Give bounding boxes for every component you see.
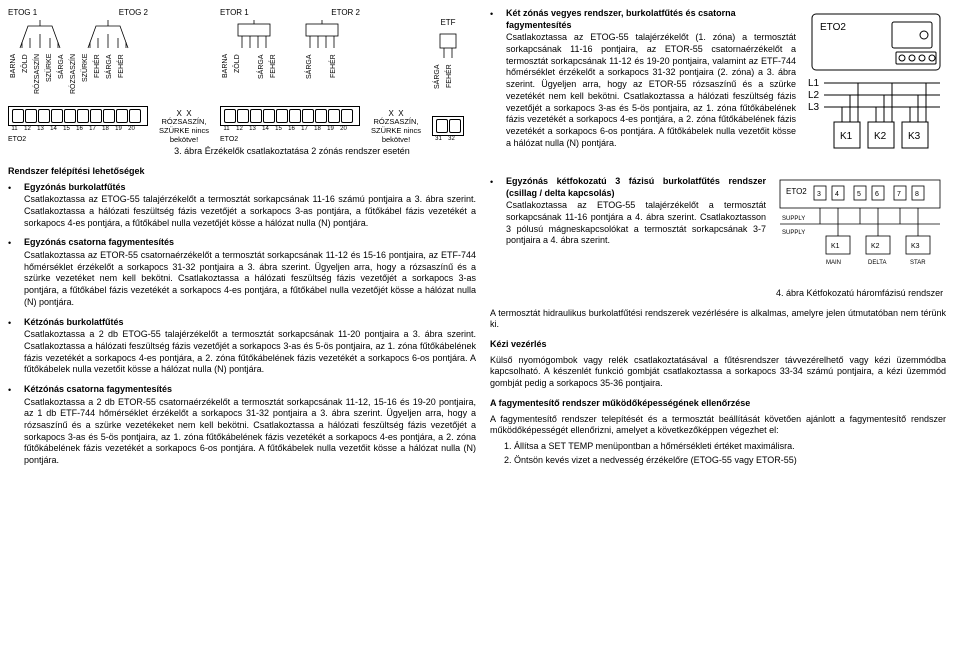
wire-label: SÁRGA xyxy=(105,54,114,106)
bullet-title: Két zónás vegyes rendszer, burkolatfűtés… xyxy=(506,8,796,31)
svg-text:5: 5 xyxy=(857,191,861,198)
l1-label: L1 xyxy=(808,78,820,89)
wire-label: FEHÉR xyxy=(117,54,126,106)
k2-label: K2 xyxy=(874,131,887,142)
wire-label: SZÜRKE xyxy=(45,54,54,106)
wire-label: ZÖLD xyxy=(21,54,30,106)
k3-label: K3 xyxy=(908,131,921,142)
fig3-etor1-label: ETOR 1 xyxy=(220,8,249,18)
bullet-two-zone-gutter: • Kétzónás csatorna fagymentesítés Csatl… xyxy=(8,384,476,467)
svg-text:DELTA: DELTA xyxy=(868,260,886,266)
svg-text:SUPPLY: SUPPLY xyxy=(782,230,805,236)
bullet-body-text: Csatlakoztassa az ETOG-55 talajérzékelőt… xyxy=(24,194,476,229)
subtitle: Rendszer felépítési lehetőségek xyxy=(8,166,476,178)
svg-text:3: 3 xyxy=(817,191,821,198)
fig3-module-2: ETOR 1 ETOR 2 xyxy=(220,8,360,144)
svg-text:8: 8 xyxy=(915,191,919,198)
eto2-inset-label: ETO2 xyxy=(820,22,846,33)
svg-text:SUPPLY: SUPPLY xyxy=(782,216,805,222)
wire-label: SZÜRKE xyxy=(81,54,90,106)
bullet-title: Kétzónás burkolatfűtés xyxy=(24,317,476,329)
eto2-label-a: ETO2 xyxy=(8,135,148,144)
hydraulic-note: A termosztát hidraulikus burkolatfűtési … xyxy=(490,308,946,331)
svg-text:6: 6 xyxy=(875,191,879,198)
right-column: • Két zónás vegyes rendszer, burkolatfűt… xyxy=(490,8,946,475)
terminal-strip-2 xyxy=(220,106,360,126)
fig3-note-1: X X RÓZSASZÍN, SZÜRKE nincs bekötve! xyxy=(154,109,214,144)
wire-label: SÁRGA xyxy=(57,54,66,106)
fig3-module-1: ETOG 1 ETOG 2 xyxy=(8,8,148,144)
bullet-icon: • xyxy=(8,182,24,230)
bullet-icon: • xyxy=(8,237,24,308)
bullet-icon: • xyxy=(490,8,506,168)
svg-text:K1: K1 xyxy=(831,243,840,250)
bullet-title: Egyzónás csatorna fagymentesítés xyxy=(24,237,476,249)
svg-text:4: 4 xyxy=(835,191,839,198)
l3-label: L3 xyxy=(808,102,820,113)
fig3-etog1-label: ETOG 1 xyxy=(8,8,37,18)
bullet-icon: • xyxy=(8,317,24,376)
fig3-note-2: X X RÓZSASZÍN, SZÜRKE nincs bekötve! xyxy=(366,109,426,144)
left-column: ETOG 1 ETOG 2 xyxy=(8,8,476,475)
svg-text:STAR: STAR xyxy=(910,260,926,266)
check-step-1: Állítsa a SET TEMP menüpontban a hőmérsé… xyxy=(514,441,946,453)
terminal-strip-1 xyxy=(8,106,148,126)
check-title: A fagymentesítő rendszer működőképességé… xyxy=(490,398,946,410)
fig3-sensor2-icon xyxy=(220,20,360,50)
fig3-sensor1-icon xyxy=(8,20,148,50)
fig3-etf-label: ETF xyxy=(440,18,455,28)
bullet-title: Kétzónás csatorna fagymentesítés xyxy=(24,384,476,396)
fig3-module-etf: ETF SÁRGA FEHÉR xyxy=(432,18,464,144)
bullet-icon: • xyxy=(8,384,24,467)
svg-text:K2: K2 xyxy=(871,243,880,250)
eto2-label-b: ETO2 xyxy=(220,135,360,144)
wire-label: BARNA xyxy=(9,54,18,106)
wire-label: RÓZSASZÍN xyxy=(33,54,42,106)
bullet-three-phase: • Egyzónás kétfokozatú 3 fázisú burkolat… xyxy=(490,176,946,300)
bullet-icon: • xyxy=(490,176,506,300)
bullet-mixed-two-zone: • Két zónás vegyes rendszer, burkolatfűt… xyxy=(490,8,946,168)
figure-4: ETO2 3 4 5 6 7 8 xyxy=(776,176,946,300)
check-body: A fagymentesítő rendszer telepítését és … xyxy=(490,414,946,437)
svg-text:ETO2: ETO2 xyxy=(786,187,807,196)
k1-label: K1 xyxy=(840,131,853,142)
figure-eto2-inset: ETO2 L1 L2 L3 xyxy=(806,8,946,168)
bullet-body-text: Csatlakoztassa az ETOR-55 csatornaérzéke… xyxy=(24,250,476,308)
bullet-title: Egyzónás burkolatfűtés xyxy=(24,182,476,194)
fig3-etf-icon xyxy=(432,30,464,60)
bullet-single-zone-gutter: • Egyzónás csatorna fagymentesítés Csatl… xyxy=(8,237,476,308)
fig3-caption: 3. ábra Érzékelők csatlakoztatása 2 zóná… xyxy=(108,146,476,158)
bullet-body-text: Csatlakoztassa az ETOG-55 talajérzékelőt… xyxy=(506,200,766,247)
page: ETOG 1 ETOG 2 xyxy=(8,8,952,475)
check-steps: Állítsa a SET TEMP menüpontban a hőmérsé… xyxy=(490,441,946,466)
svg-text:MAIN: MAIN xyxy=(826,260,841,266)
svg-text:K3: K3 xyxy=(911,243,920,250)
bullet-two-zone-heating: • Kétzónás burkolatfűtés Csatlakoztassa … xyxy=(8,317,476,376)
figure-3: ETOG 1 ETOG 2 xyxy=(8,8,476,158)
bullet-title: Egyzónás kétfokozatú 3 fázisú burkolatfű… xyxy=(506,176,766,199)
l2-label: L2 xyxy=(808,90,820,101)
wire-label: FEHÉR xyxy=(93,54,102,106)
terminal-strip-etf xyxy=(432,116,464,136)
bullet-body-text: Csatlakoztassa az ETOG-55 talajérzékelőt… xyxy=(506,32,796,149)
fig4-caption: 4. ábra Kétfokozatú háromfázisú rendszer xyxy=(776,288,946,300)
fig3-etor2-label: ETOR 2 xyxy=(331,8,360,18)
wire-label: RÓZSASZÍN xyxy=(69,54,78,106)
manual-control-title: Kézi vezérlés xyxy=(490,339,946,351)
fig3-etog2-label: ETOG 2 xyxy=(119,8,148,18)
bullet-body-text: Csatlakoztassa a 2 db ETOR-55 csatornaér… xyxy=(24,397,476,467)
svg-text:7: 7 xyxy=(897,191,901,198)
bullet-single-zone-heating: • Egyzónás burkolatfűtés Csatlakoztassa … xyxy=(8,182,476,230)
manual-control-body: Külső nyomógombok vagy relék csatlakozta… xyxy=(490,355,946,390)
check-step-2: Öntsön kevés vizet a nedvesség érzékelőr… xyxy=(514,455,946,467)
bullet-body-text: Csatlakoztassa a 2 db ETOG-55 talajérzék… xyxy=(24,329,476,376)
